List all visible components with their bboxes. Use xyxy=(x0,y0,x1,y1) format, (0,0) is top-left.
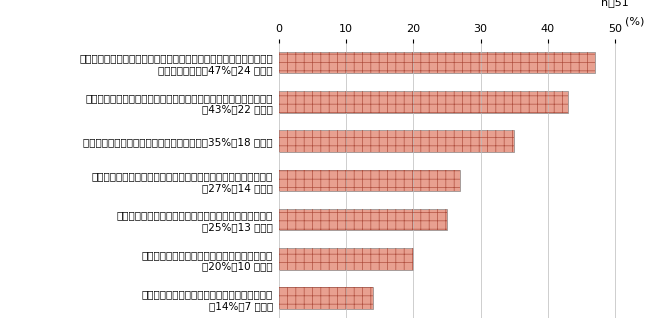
Bar xyxy=(279,91,568,113)
Bar xyxy=(279,248,413,270)
Bar xyxy=(279,52,595,73)
Bar xyxy=(279,169,460,191)
Bar xyxy=(279,209,447,230)
Text: (%): (%) xyxy=(625,17,645,26)
Text: n＝51: n＝51 xyxy=(601,0,629,7)
Bar xyxy=(279,130,514,152)
Bar xyxy=(279,169,460,191)
Bar xyxy=(279,91,568,113)
Bar xyxy=(279,52,595,73)
Bar xyxy=(279,287,373,309)
Bar xyxy=(279,130,514,152)
Bar xyxy=(279,209,447,230)
Bar xyxy=(279,287,373,309)
Bar xyxy=(279,248,413,270)
